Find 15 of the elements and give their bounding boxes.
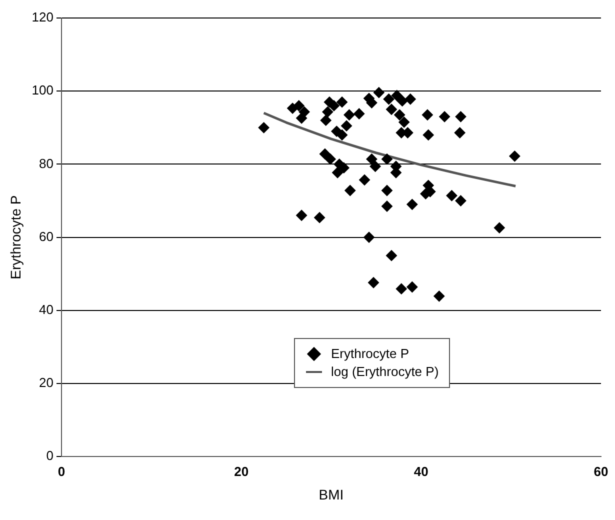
x-axis-title: BMI [318,486,344,502]
legend-label: Erythrocyte P [331,345,410,363]
y-tick-label: 0 [46,448,54,464]
y-tick-label: 120 [32,10,54,25]
x-tick-label: 60 [594,464,608,479]
x-tick-label: 20 [234,464,249,479]
y-tick-label: 40 [39,302,54,317]
legend-label: log (Erythrocyte P) [331,363,439,381]
y-tick-label: 100 [32,82,54,98]
y-tick-label: 60 [39,228,54,244]
y-axis-title: Erythrocyte P [7,195,24,280]
y-tick-label: 20 [39,375,54,390]
x-tick-label: 0 [58,464,66,479]
x-tick-label: 40 [414,464,428,479]
y-tick-label: 80 [39,156,54,171]
